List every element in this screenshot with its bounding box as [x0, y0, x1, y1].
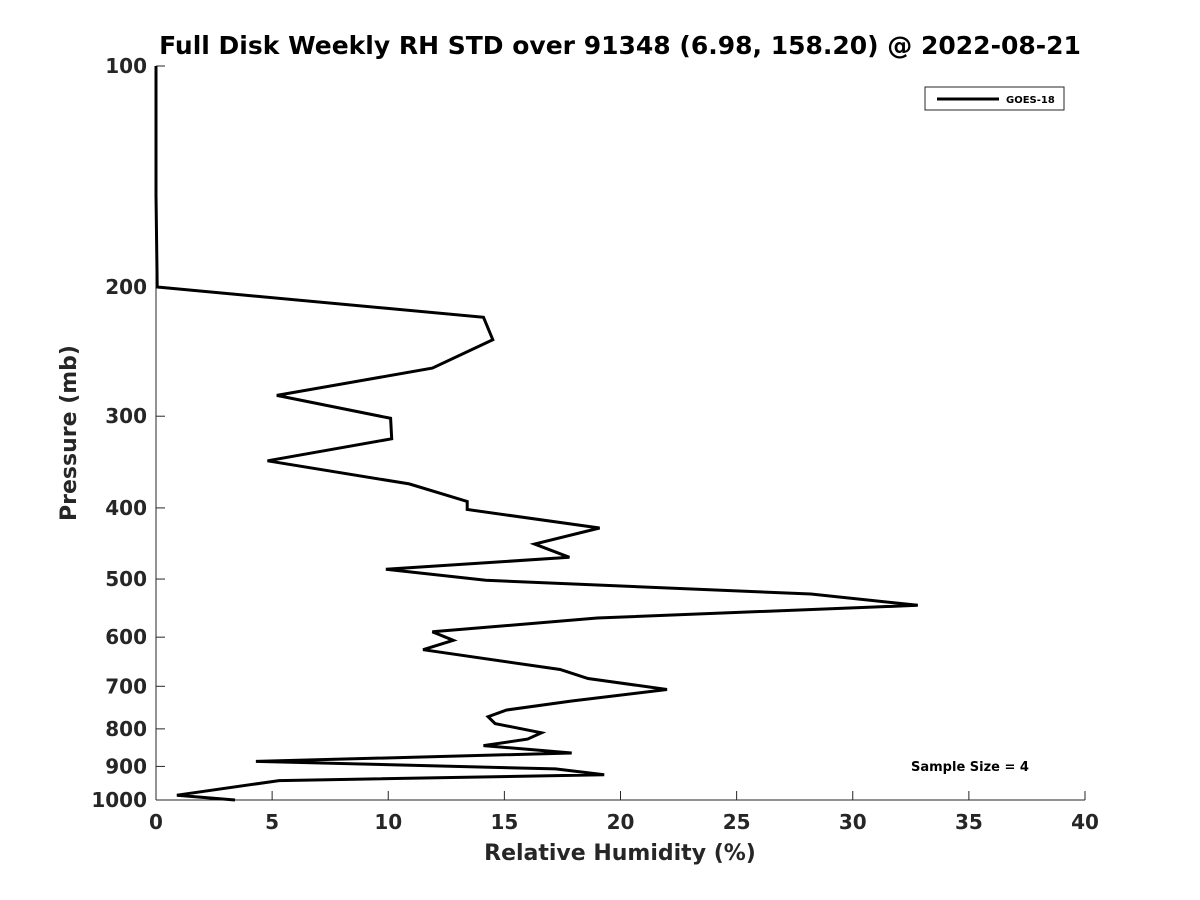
x-tick-label: 40	[1071, 810, 1099, 834]
x-axis-ticks: 0 5 10 15 20 25 30 35 40	[149, 791, 1099, 834]
y-tick-label: 1000	[91, 788, 147, 812]
x-tick-label: 30	[839, 810, 867, 834]
sample-size-annotation: Sample Size = 4	[911, 760, 1029, 775]
x-tick-label: 20	[607, 810, 635, 834]
x-tick-label: 10	[374, 810, 402, 834]
x-tick-label: 25	[723, 810, 751, 834]
y-tick-label: 200	[105, 275, 147, 299]
x-tick-label: 15	[490, 810, 518, 834]
x-axis-label: Relative Humidity (%)	[484, 841, 756, 866]
series-layer	[154, 66, 918, 802]
y-tick-label: 900	[105, 754, 147, 778]
y-tick-label: 400	[105, 496, 147, 520]
y-axis-ticks: 100 200 300 400 500 600 700 800 900 1000	[91, 54, 165, 812]
y-tick-label: 600	[105, 625, 147, 649]
x-tick-label: 35	[955, 810, 983, 834]
y-tick-label: 800	[105, 717, 147, 741]
y-tick-label: 500	[105, 567, 147, 591]
x-tick-label: 0	[149, 810, 163, 834]
y-tick-label: 300	[105, 404, 147, 428]
legend-label-goes-18: GOES-18	[1006, 95, 1055, 106]
x-tick-label: 5	[265, 810, 279, 834]
y-axis-label: Pressure (mb)	[57, 345, 82, 521]
chart-title: Full Disk Weekly RH STD over 91348 (6.98…	[159, 31, 1081, 60]
legend: GOES-18	[924, 86, 1065, 111]
series-line-goes-18	[154, 66, 918, 802]
y-tick-label: 700	[105, 674, 147, 698]
y-tick-label: 100	[105, 54, 147, 78]
